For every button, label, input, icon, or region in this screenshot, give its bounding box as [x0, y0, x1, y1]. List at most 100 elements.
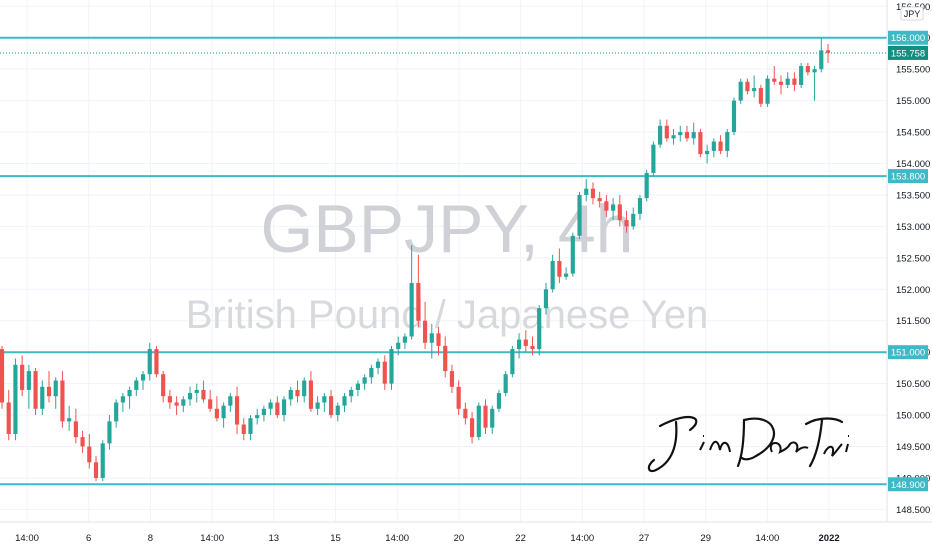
candle[interactable] [389, 345, 394, 390]
candle[interactable] [463, 402, 468, 425]
candle[interactable] [120, 393, 125, 412]
candle[interactable] [214, 396, 219, 422]
candle[interactable] [6, 389, 11, 441]
candle[interactable] [402, 333, 408, 350]
candle[interactable] [416, 254, 421, 328]
candle[interactable] [624, 210, 629, 233]
candle[interactable] [13, 358, 18, 441]
candle[interactable] [725, 128, 730, 158]
candle[interactable] [295, 380, 300, 403]
candle[interactable] [288, 386, 293, 406]
candle[interactable] [550, 254, 555, 293]
candle[interactable] [523, 330, 528, 353]
candle[interactable] [778, 75, 784, 95]
candle[interactable] [651, 141, 656, 177]
candle[interactable] [530, 336, 535, 356]
candle[interactable] [140, 371, 146, 390]
candle[interactable] [342, 393, 347, 412]
candle[interactable] [147, 342, 152, 381]
candle[interactable] [322, 393, 327, 412]
candle[interactable] [644, 169, 649, 202]
candle[interactable] [241, 418, 246, 441]
candle[interactable] [167, 389, 172, 409]
candle[interactable] [483, 399, 488, 434]
candle[interactable] [718, 135, 723, 155]
candle[interactable] [93, 455, 99, 482]
candle[interactable] [543, 283, 549, 315]
candle[interactable] [570, 232, 575, 277]
candle[interactable] [161, 371, 166, 403]
candle[interactable] [476, 402, 481, 441]
candle[interactable] [255, 408, 260, 425]
candle[interactable] [302, 377, 307, 403]
candle[interactable] [221, 402, 226, 428]
candle[interactable] [819, 37, 824, 73]
candle[interactable] [785, 72, 790, 89]
candle[interactable] [631, 207, 636, 230]
candle[interactable] [375, 358, 381, 375]
candle[interactable] [261, 405, 266, 422]
candle[interactable] [228, 393, 233, 412]
candle[interactable] [268, 399, 273, 416]
candle[interactable] [396, 336, 401, 356]
candle[interactable] [281, 396, 287, 422]
candle[interactable] [134, 377, 139, 397]
candle[interactable] [436, 327, 441, 356]
candle[interactable] [127, 386, 132, 409]
candle[interactable] [328, 389, 334, 419]
candle[interactable] [114, 399, 119, 428]
candle[interactable] [738, 78, 743, 104]
candle[interactable] [308, 371, 313, 412]
candle[interactable] [590, 182, 596, 205]
candle[interactable] [409, 245, 414, 340]
candle[interactable] [637, 194, 643, 221]
candle[interactable] [174, 396, 179, 416]
candle[interactable] [20, 355, 25, 397]
candle[interactable] [382, 355, 387, 390]
price-axis[interactable]: 148.500149.000149.500150.000150.500151.0… [888, 2, 930, 516]
candle[interactable] [422, 301, 428, 350]
candle[interactable] [503, 371, 508, 397]
time-axis[interactable]: 14:00 6 8 14:00 13 15 14:00 20 22 14:00 27 29 14:00 2… [15, 533, 840, 544]
candle[interactable] [449, 364, 455, 394]
candle[interactable] [187, 386, 193, 406]
candle[interactable] [684, 125, 690, 142]
candle[interactable] [87, 433, 92, 469]
candle[interactable] [611, 198, 616, 221]
candle[interactable] [60, 371, 65, 428]
candle[interactable] [671, 128, 676, 145]
candle[interactable] [107, 415, 112, 450]
candle[interactable] [443, 336, 448, 378]
candle[interactable] [456, 380, 461, 416]
candle[interactable] [805, 62, 810, 76]
candle[interactable] [26, 364, 31, 409]
candle[interactable] [564, 267, 569, 280]
candle[interactable] [429, 323, 434, 359]
candle[interactable] [792, 72, 797, 92]
candle[interactable] [369, 364, 374, 384]
candle[interactable] [758, 84, 763, 107]
candle[interactable] [181, 396, 186, 412]
candle[interactable] [355, 380, 361, 397]
candle[interactable] [664, 119, 669, 142]
candle[interactable] [825, 44, 831, 63]
candle[interactable] [752, 75, 757, 98]
candle[interactable] [234, 386, 240, 434]
candle[interactable] [33, 367, 38, 416]
candle[interactable] [678, 125, 683, 142]
candle[interactable] [584, 179, 589, 202]
candle[interactable] [208, 389, 213, 412]
candle[interactable] [765, 75, 770, 107]
candle[interactable] [557, 248, 562, 284]
candle[interactable] [362, 374, 367, 390]
candle[interactable] [772, 66, 777, 85]
candle[interactable] [201, 380, 206, 403]
candle[interactable] [275, 396, 280, 419]
candle[interactable] [490, 405, 495, 434]
candle[interactable] [154, 345, 159, 378]
candle[interactable] [315, 396, 320, 416]
currency-badge[interactable]: JPY [900, 6, 924, 21]
candle[interactable] [67, 405, 72, 431]
candle[interactable] [496, 389, 502, 412]
